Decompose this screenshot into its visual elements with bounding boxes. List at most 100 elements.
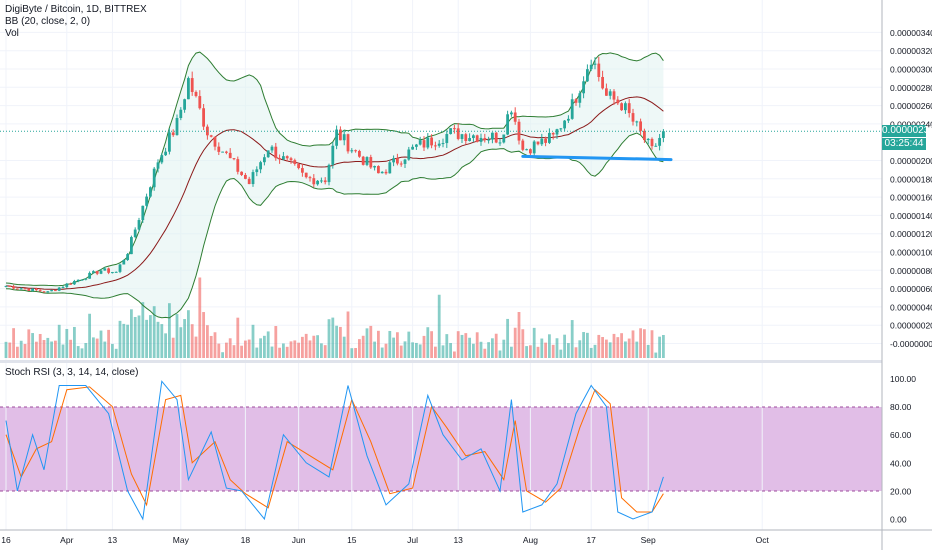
volume-bar — [491, 338, 494, 358]
volume-bar — [601, 337, 604, 358]
time-tick-label[interactable]: Apr — [60, 535, 73, 545]
time-tick-label[interactable]: Sep — [641, 535, 656, 545]
volume-bar — [437, 294, 441, 358]
candle — [616, 96, 620, 106]
volume-bar — [259, 338, 262, 358]
volume-bar — [532, 327, 536, 358]
volume-bar — [426, 327, 430, 358]
candle — [441, 138, 445, 148]
time-tick-label[interactable]: Jul — [407, 535, 418, 545]
candle — [160, 153, 164, 165]
volume-bar — [50, 341, 53, 358]
time-tick-label[interactable]: 13 — [453, 535, 463, 545]
candle — [646, 137, 650, 145]
candle — [342, 130, 346, 146]
candle — [502, 134, 506, 144]
candle — [631, 108, 635, 126]
candle — [658, 133, 661, 151]
volume-bar — [350, 348, 354, 358]
candle — [593, 57, 597, 70]
time-tick-label[interactable]: 18 — [241, 535, 251, 545]
volume-bar — [171, 337, 175, 358]
candle — [589, 59, 593, 72]
volume-bar — [4, 341, 8, 358]
volume-bar — [73, 326, 76, 358]
volume-bar — [468, 337, 471, 358]
volume-bar — [232, 345, 236, 358]
chart-title[interactable]: DigiByte / Bitcoin, 1D, BITTREX — [5, 4, 147, 15]
price-tick-label: 0.00000060 — [890, 284, 932, 294]
volume-bar — [605, 339, 608, 358]
time-tick-label[interactable]: Jun — [292, 535, 306, 545]
candle — [582, 76, 585, 99]
candle — [76, 279, 80, 283]
candle — [126, 253, 129, 261]
volume-bar — [99, 330, 103, 358]
volume-bar — [213, 332, 217, 358]
candle — [384, 169, 388, 175]
volume-bar — [662, 335, 665, 358]
time-tick-label[interactable]: Oct — [756, 535, 770, 545]
candle — [122, 259, 126, 265]
candle — [624, 101, 627, 114]
volume-bar — [156, 321, 160, 358]
support-trendline[interactable] — [521, 154, 673, 162]
candle — [73, 279, 76, 285]
time-axis-ticks[interactable]: 16 Apr 13 May 18 Jun 15 Jul 13 Aug 17 Sep Oct — [1, 535, 769, 545]
volume-bar — [282, 343, 285, 358]
time-tick-label[interactable]: Aug — [523, 535, 538, 545]
volume-bar — [255, 347, 259, 358]
volume-bar — [209, 335, 213, 358]
volume-bar — [506, 318, 509, 358]
volume-legend[interactable]: Vol — [5, 28, 19, 39]
price-tick-label: 0.00000320 — [890, 46, 932, 56]
time-tick-label[interactable]: 16 — [1, 535, 11, 545]
volume-bar — [308, 340, 312, 358]
volume-bar — [46, 337, 50, 358]
volume-bar — [80, 348, 84, 358]
stoch-rsi-legend[interactable]: Stoch RSI (3, 3, 14, 14, close) — [5, 367, 139, 378]
candle — [31, 288, 34, 292]
price-tick-label: 0.00000040 — [890, 302, 932, 312]
volume-bar — [285, 346, 289, 358]
price-tick-label: 0.00000180 — [890, 174, 932, 184]
pane-separator[interactable] — [0, 360, 882, 363]
time-tick-label[interactable]: 15 — [347, 535, 357, 545]
price-tick-label: 0.00000280 — [890, 83, 932, 93]
candle — [396, 153, 399, 166]
bollinger-fill — [6, 52, 664, 318]
candle — [99, 269, 103, 275]
volume-bar — [31, 333, 34, 358]
candle — [532, 140, 536, 157]
candle — [308, 175, 312, 182]
time-tick-label[interactable]: 17 — [586, 535, 596, 545]
volume-bar — [597, 334, 601, 358]
volume-bar — [620, 333, 623, 358]
volume-bar — [563, 334, 566, 358]
candle — [187, 76, 190, 100]
candle — [118, 263, 122, 274]
volume-bar — [320, 343, 323, 358]
candle — [331, 142, 335, 169]
volume-bar — [190, 324, 194, 358]
candle — [411, 144, 414, 150]
time-tick-label[interactable]: 13 — [108, 535, 118, 545]
candle — [274, 142, 278, 161]
bollinger-legend[interactable]: BB (20, close, 2, 0) — [5, 16, 91, 27]
candle — [92, 270, 95, 274]
volume-bar — [342, 336, 346, 358]
volume-bar — [263, 335, 266, 358]
volume-bar — [578, 340, 582, 358]
time-tick-label[interactable]: May — [173, 535, 190, 545]
volume-bar — [434, 346, 437, 358]
volume-bar — [103, 341, 107, 358]
volume-bar — [392, 337, 395, 358]
volume-bar — [312, 335, 316, 358]
candle — [228, 148, 232, 159]
volume-bar — [627, 338, 631, 358]
candle — [472, 134, 475, 143]
candle — [513, 107, 517, 125]
volume-bar — [384, 343, 388, 358]
volume-bar — [456, 331, 460, 358]
